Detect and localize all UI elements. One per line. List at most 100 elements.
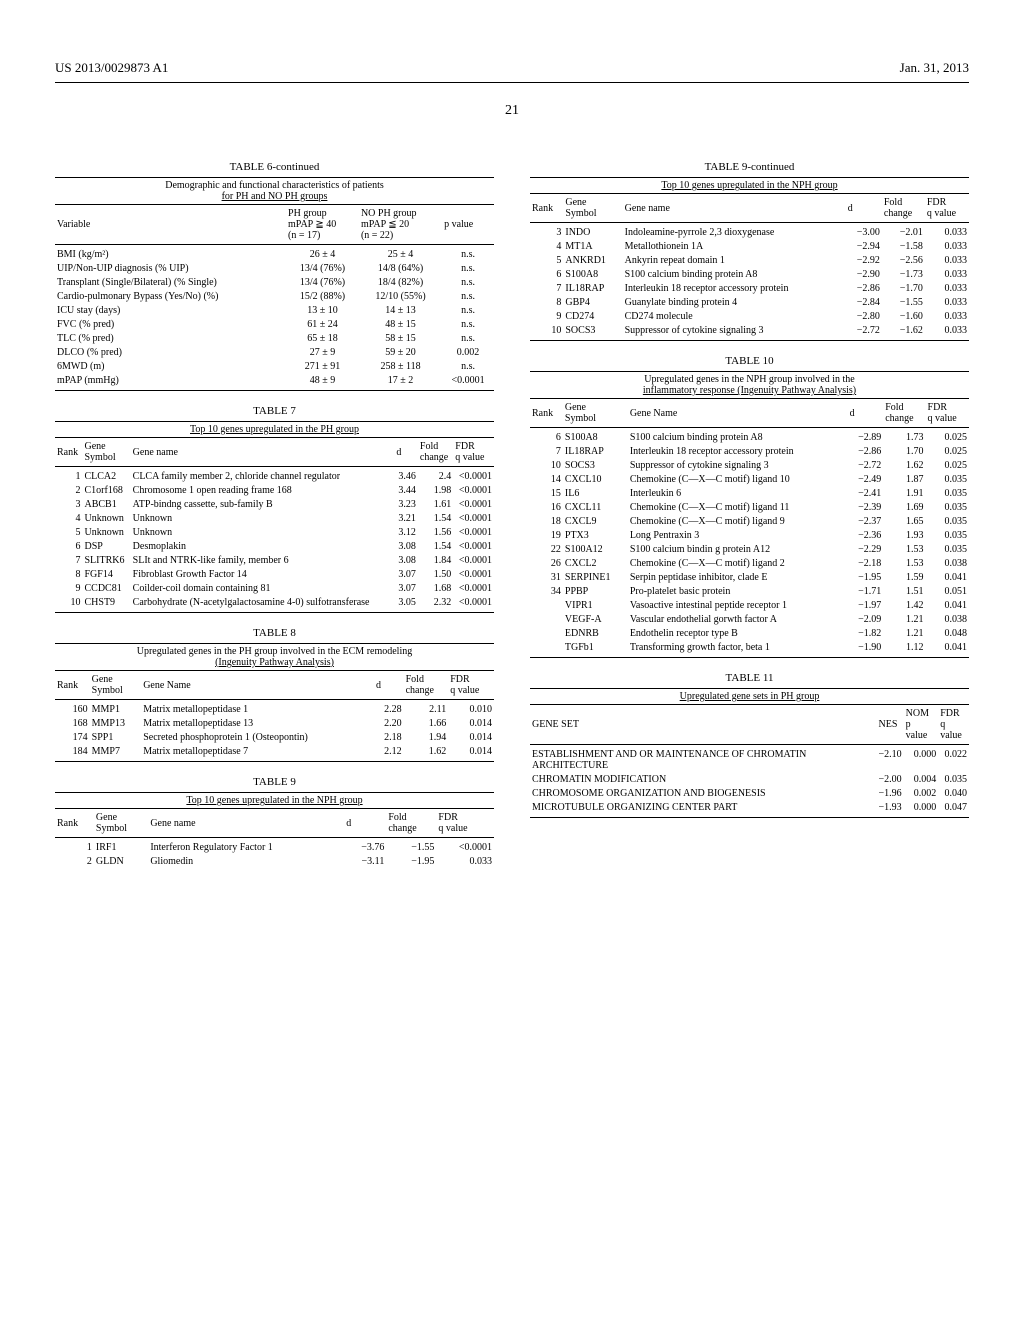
table-row: CHROMATIN MODIFICATION −2.00 0.004 0.035 [530, 773, 969, 787]
cell: FVC (% pred) [55, 318, 286, 332]
cell: n.s. [442, 318, 494, 332]
cell: 0.002 [442, 346, 494, 360]
table-row: FVC (% pred) 61 ± 24 48 ± 15 n.s. [55, 318, 494, 332]
table-row: 2 GLDN Gliomedin −3.11 −1.95 0.033 [55, 855, 494, 869]
table-row: 6 S100A8 S100 calcium binding protein A8… [530, 428, 969, 445]
table-row: 1 CLCA2 CLCA family member 2, chloride c… [55, 467, 494, 484]
cell: Transplant (Single/Bilateral) (% Single) [55, 276, 286, 290]
table-row: 15 IL6 Interleukin 6 −2.41 1.91 0.035 [530, 487, 969, 501]
table-row: 8 FGF14 Fibroblast Growth Factor 14 3.07… [55, 568, 494, 582]
table11: Upregulated gene sets in PH group GENE S… [530, 688, 969, 818]
table10-body: 6 S100A8 S100 calcium binding protein A8… [530, 428, 969, 658]
table6-sub1: Demographic and functional characteristi… [165, 180, 384, 191]
table7-sub: Top 10 genes upregulated in the PH group [190, 424, 359, 435]
table-row: 4 MT1A Metallothionein 1A −2.94 −1.58 0.… [530, 240, 969, 254]
table-row: 184 MMP7 Matrix metallopeptidase 7 2.12 … [55, 745, 494, 762]
table-row: 3 ABCB1 ATP-bindng cassette, sub-family … [55, 498, 494, 512]
table-row: UIP/Non-UIP diagnosis (% UIP) 13/4 (76%)… [55, 262, 494, 276]
table-row: TGFb1 Transforming growth factor, beta 1… [530, 641, 969, 658]
right-column: TABLE 9-continued Top 10 genes upregulat… [530, 147, 969, 869]
cell: 271 ± 91 [286, 360, 359, 374]
left-column: TABLE 6-continued Demographic and functi… [55, 147, 494, 869]
table-row: 7 IL18RAP Interleukin 18 receptor access… [530, 282, 969, 296]
t8-h2: Gene Name [141, 671, 374, 700]
table11-body: ESTABLISHMENT AND OR MAINTENANCE OF CHRO… [530, 745, 969, 818]
cell: mPAP (mmHg) [55, 374, 286, 391]
t8-h1: GeneSymbol [90, 671, 142, 700]
doc-date: Jan. 31, 2013 [900, 60, 969, 76]
cell: 13 ± 10 [286, 304, 359, 318]
table6: Demographic and functional characteristi… [55, 177, 494, 391]
table10: Upregulated genes in the NPH group invol… [530, 371, 969, 658]
table6-sub2: for PH and NO PH groups [222, 191, 328, 202]
cell: 61 ± 24 [286, 318, 359, 332]
table9c-title: TABLE 9-continued [530, 161, 969, 173]
cell: n.s. [442, 332, 494, 346]
page: US 2013/0029873 A1 Jan. 31, 2013 21 TABL… [0, 0, 1024, 909]
table-row: TLC (% pred) 65 ± 18 58 ± 15 n.s. [55, 332, 494, 346]
table-row: 14 CXCL10 Chemokine (C—X—C motif) ligand… [530, 473, 969, 487]
table8: Upregulated genes in the PH group involv… [55, 643, 494, 762]
cell: n.s. [442, 290, 494, 304]
table10-title: TABLE 10 [530, 355, 969, 367]
table7: Top 10 genes upregulated in the PH group… [55, 421, 494, 613]
page-number: 21 [55, 103, 969, 119]
cell: <0.0001 [442, 374, 494, 391]
table-row: 6MWD (m) 271 ± 91 258 ± 118 n.s. [55, 360, 494, 374]
table9c-sub: Top 10 genes upregulated in the NPH grou… [661, 180, 837, 191]
cell: DLCO (% pred) [55, 346, 286, 360]
cell: n.s. [442, 262, 494, 276]
table6-body: BMI (kg/m²) 26 ± 4 25 ± 4 n.s. UIP/Non-U… [55, 245, 494, 391]
table-row: 9 CD274 CD274 molecule −2.80 −1.60 0.033 [530, 310, 969, 324]
table-row: 8 GBP4 Guanylate binding protein 4 −2.84… [530, 296, 969, 310]
t7-h2: Gene name [131, 438, 395, 467]
t7-h5: FDRq value [453, 438, 494, 467]
table11-sub: Upregulated gene sets in PH group [680, 691, 820, 702]
cell: 14 ± 13 [359, 304, 442, 318]
table-row: 4 Unknown Unknown 3.21 1.54 <0.0001 [55, 512, 494, 526]
table9head-body: 1 IRF1 Interferon Regulatory Factor 1 −3… [55, 838, 494, 869]
table-row: BMI (kg/m²) 26 ± 4 25 ± 4 n.s. [55, 245, 494, 262]
table-row: EDNRB Endothelin receptor type B −1.82 1… [530, 627, 969, 641]
table9cont-body: 3 INDO Indoleamine-pyrrole 2,3 dioxygena… [530, 223, 969, 341]
table-row: 2 C1orf168 Chromosome 1 open reading fra… [55, 484, 494, 498]
table-row: 168 MMP13 Matrix metallopeptidase 13 2.2… [55, 717, 494, 731]
table8-title: TABLE 8 [55, 627, 494, 639]
table-row: 26 CXCL2 Chemokine (C—X—C motif) ligand … [530, 557, 969, 571]
t7-h3: d [394, 438, 418, 467]
cell: n.s. [442, 245, 494, 262]
cell: UIP/Non-UIP diagnosis (% UIP) [55, 262, 286, 276]
cell: 13/4 (76%) [286, 262, 359, 276]
table-row: Transplant (Single/Bilateral) (% Single)… [55, 276, 494, 290]
cell: 14/8 (64%) [359, 262, 442, 276]
cell: ICU stay (days) [55, 304, 286, 318]
table-row: 10 CHST9 Carbohydrate (N-acetylgalactosa… [55, 596, 494, 613]
table-row: 10 SOCS3 Suppressor of cytokine signalin… [530, 459, 969, 473]
cell: 27 ± 9 [286, 346, 359, 360]
table-row: 19 PTX3 Long Pentraxin 3 −2.36 1.93 0.03… [530, 529, 969, 543]
t6-h1: PH groupmPAP ≧ 40(n = 17) [286, 205, 359, 245]
table-row: 22 S100A12 S100 calcium bindin g protein… [530, 543, 969, 557]
cell: n.s. [442, 304, 494, 318]
table-row: 34 PPBP Pro-platelet basic protein −1.71… [530, 585, 969, 599]
t6-h2: NO PH groupmPAP ≦ 20(n = 22) [359, 205, 442, 245]
table9-title: TABLE 9 [55, 776, 494, 788]
table-row: CHROMOSOME ORGANIZATION AND BIOGENESIS −… [530, 787, 969, 801]
table-row: 160 MMP1 Matrix metallopeptidase 1 2.28 … [55, 700, 494, 717]
table-row: 5 ANKRD1 Ankyrin repeat domain 1 −2.92 −… [530, 254, 969, 268]
page-header: US 2013/0029873 A1 Jan. 31, 2013 [55, 60, 969, 76]
table-row: DLCO (% pred) 27 ± 9 59 ± 20 0.002 [55, 346, 494, 360]
table-row: 9 CCDC81 Coilder-coil domain containing … [55, 582, 494, 596]
table-row: 16 CXCL11 Chemokine (C—X—C motif) ligand… [530, 501, 969, 515]
table7-body: 1 CLCA2 CLCA family member 2, chloride c… [55, 467, 494, 613]
table-row: 174 SPP1 Secreted phosphoprotein 1 (Oste… [55, 731, 494, 745]
table-row: VIPR1 Vasoactive intestinal peptide rece… [530, 599, 969, 613]
table9-head: Top 10 genes upregulated in the NPH grou… [55, 792, 494, 869]
cell: 26 ± 4 [286, 245, 359, 262]
cell: n.s. [442, 276, 494, 290]
table-row: 18 CXCL9 Chemokine (C—X—C motif) ligand … [530, 515, 969, 529]
cell: 48 ± 15 [359, 318, 442, 332]
two-column-layout: TABLE 6-continued Demographic and functi… [55, 147, 969, 869]
cell: BMI (kg/m²) [55, 245, 286, 262]
cell: 6MWD (m) [55, 360, 286, 374]
